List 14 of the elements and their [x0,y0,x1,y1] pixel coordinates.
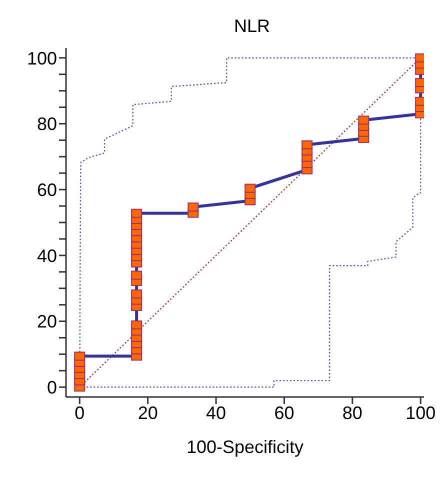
x-tick-label: 20 [138,402,158,423]
y-tick-label: 0 [46,378,57,398]
x-tick-label: 40 [206,402,226,423]
y-tick-label: 60 [36,180,57,200]
y-tick-label: 100 [26,48,57,68]
chart-title: NLR [232,15,271,38]
x-tick-label: 0 [74,402,85,423]
y-tick-label: 80 [36,114,57,134]
y-tick-label: 40 [36,246,57,266]
y-tick-label: 20 [36,312,57,332]
x-axis-title: 100-Specificity [186,437,304,457]
x-tick-label: 60 [274,402,294,423]
x-tick-label: 100 [406,402,436,423]
x-tick-label: 80 [342,402,362,423]
